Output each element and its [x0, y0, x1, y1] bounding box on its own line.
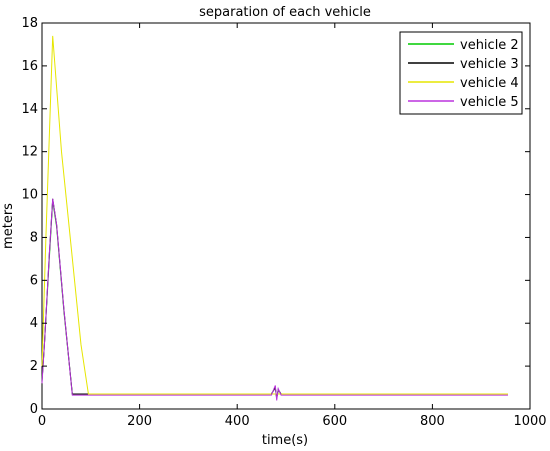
y-tick-label: 0: [30, 402, 38, 417]
x-axis-ticks: 0 200 400 600 800 1000: [38, 23, 547, 429]
x-tick-label: 600: [322, 414, 347, 429]
x-tick-label: 400: [225, 414, 250, 429]
y-tick-label: 6: [30, 273, 38, 288]
legend-label: vehicle 2: [460, 38, 519, 53]
y-tick-label: 4: [30, 316, 38, 331]
y-tick-label: 18: [21, 16, 38, 31]
series-line-vehicle-5: [41, 198, 508, 401]
y-axis-title: meters: [1, 203, 16, 249]
y-tick-label: 16: [21, 59, 38, 74]
x-tick-label: 200: [127, 414, 152, 429]
y-tick-label: 12: [21, 145, 38, 160]
y-axis-ticks: 0 2 4 6 8 10 12 14 16 18: [21, 16, 530, 417]
x-axis-title: time(s): [262, 433, 308, 448]
legend-label: vehicle 3: [460, 57, 519, 72]
legend-label: vehicle 4: [460, 76, 519, 91]
legend-label: vehicle 5: [460, 95, 519, 110]
chart-title: separation of each vehicle: [199, 5, 371, 20]
y-tick-label: 8: [30, 230, 38, 245]
x-tick-label: 0: [38, 414, 46, 429]
x-tick-label: 1000: [513, 414, 546, 429]
y-tick-label: 2: [30, 359, 38, 374]
y-tick-label: 10: [21, 188, 38, 203]
legend: vehicle 2 vehicle 3 vehicle 4 vehicle 5: [399, 31, 523, 115]
x-tick-label: 800: [420, 414, 445, 429]
series-line-vehicle-4: [41, 35, 508, 395]
y-tick-label: 14: [21, 102, 38, 117]
series-layer: [41, 35, 508, 401]
